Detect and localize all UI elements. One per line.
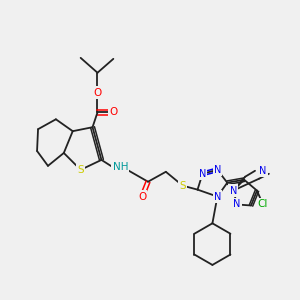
Text: O: O	[138, 192, 146, 202]
Text: N: N	[214, 192, 221, 202]
Text: O: O	[109, 107, 118, 117]
Text: N: N	[230, 186, 237, 196]
Text: S: S	[77, 165, 84, 175]
Text: N: N	[233, 200, 241, 209]
Text: N: N	[259, 166, 267, 176]
Text: NH: NH	[112, 162, 128, 172]
Text: Cl: Cl	[258, 200, 268, 209]
Text: N: N	[214, 165, 221, 175]
Text: N: N	[199, 169, 206, 179]
Text: O: O	[93, 88, 102, 98]
Text: S: S	[179, 181, 186, 191]
